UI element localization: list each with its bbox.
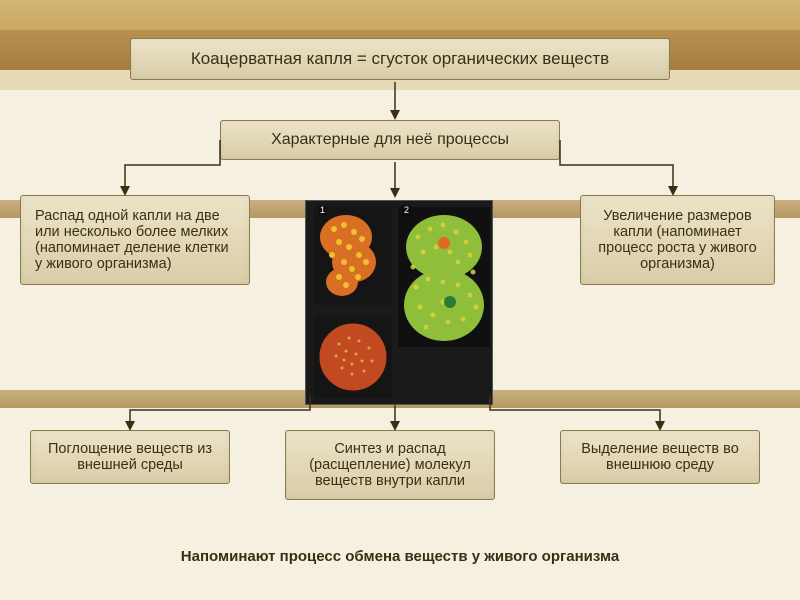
img-label-1: 1	[318, 205, 327, 215]
box-excretion-text: Выделение веществ во внешнюю среду	[581, 441, 739, 473]
arrow-sub-center-top	[385, 162, 405, 202]
title-text: Коацерватная капля = сгусток органически…	[191, 49, 609, 68]
arrow-img-bl	[120, 395, 320, 435]
box-synthesis-text: Синтез и распад (расщепление) молекул ве…	[309, 441, 471, 489]
micro-image-1	[314, 207, 392, 305]
arrow-sub-right	[558, 140, 683, 210]
arrow-img-bm	[385, 405, 405, 433]
arrow-title-subtitle	[385, 82, 405, 122]
subtitle-box: Характерные для неё процессы	[220, 120, 560, 160]
caption: Напоминают процесс обмена веществ у живо…	[0, 548, 800, 565]
box-growth-text: Увеличение размеров капли (напоминает пр…	[598, 208, 756, 272]
box-decay-text: Распад одной капли на две или несколько …	[35, 208, 229, 272]
box-excretion: Выделение веществ во внешнюю среду	[560, 430, 760, 484]
micro-image-2	[398, 207, 490, 347]
bg-band-1	[0, 0, 800, 30]
micro-image-3	[314, 316, 392, 398]
arrow-img-br	[480, 395, 680, 435]
title-box: Коацерватная капля = сгусток органически…	[130, 38, 670, 80]
box-absorption: Поглощение веществ из внешней среды	[30, 430, 230, 484]
box-synthesis: Синтез и распад (расщепление) молекул ве…	[285, 430, 495, 500]
image-cluster: 1 2	[305, 200, 493, 405]
subtitle-text: Характерные для неё процессы	[271, 131, 509, 148]
box-absorption-text: Поглощение веществ из внешней среды	[48, 441, 212, 473]
img-label-2: 2	[402, 205, 411, 215]
arrow-sub-left	[115, 140, 225, 210]
caption-text: Напоминают процесс обмена веществ у живо…	[181, 548, 619, 565]
